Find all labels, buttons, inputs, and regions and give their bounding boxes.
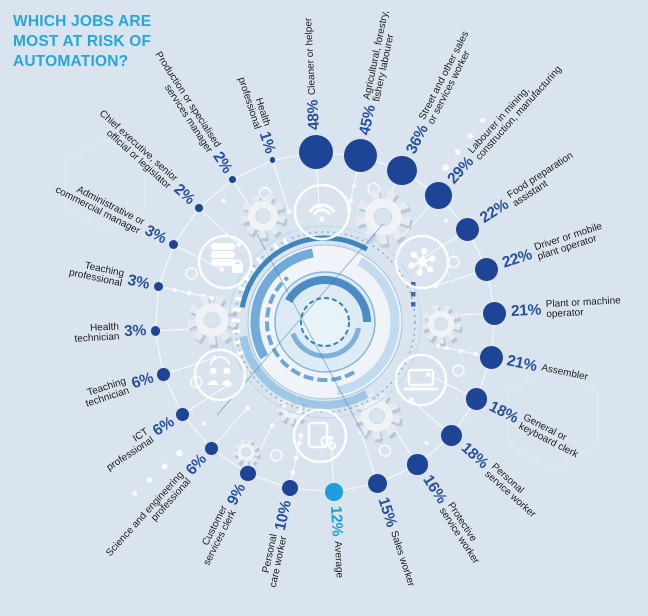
job-bubble	[407, 454, 428, 475]
job-bubble	[204, 441, 218, 455]
people-network-icon	[193, 348, 247, 402]
job-bubble	[240, 465, 256, 482]
job-percent: 3%	[126, 271, 152, 293]
job-bubble	[387, 155, 418, 186]
molecule-icon	[394, 234, 450, 290]
job-bubble	[425, 182, 453, 210]
job-name: Health technician	[73, 321, 120, 346]
database-lock-icon	[197, 234, 253, 290]
job-bubble	[269, 157, 276, 164]
job-bubble	[154, 281, 164, 292]
automation-hub-graphic	[216, 223, 422, 435]
job-bubble	[367, 473, 388, 494]
job-percent: 3%	[123, 322, 147, 341]
job-percent: 48%	[304, 99, 323, 131]
job-name: Assembler	[540, 361, 590, 383]
job-percent: 21%	[510, 301, 542, 321]
gear-icon	[421, 304, 463, 347]
job-percent: 6%	[128, 369, 155, 393]
job-label: 12% Average	[317, 505, 357, 579]
job-name: Teaching professional	[68, 258, 125, 290]
job-bubble	[474, 257, 499, 282]
job-name: Personal care worker	[258, 533, 289, 589]
job-bubble	[483, 301, 507, 325]
job-bubble	[281, 480, 298, 497]
document-gear-icon	[292, 408, 348, 464]
job-percent: 18%	[486, 398, 522, 428]
job-name-line: Sales worker	[388, 529, 417, 588]
job-name: Teaching technician	[81, 375, 130, 410]
title-line: MOST AT RISK OF	[13, 33, 152, 51]
gear-icon	[233, 439, 262, 469]
job-bubble	[455, 217, 480, 242]
job-bubble	[168, 240, 179, 250]
page-title: WHICH JOBS ARE MOST AT RISK OF AUTOMATIO…	[13, 12, 151, 72]
job-percent: 45%	[356, 103, 379, 137]
job-bubble	[479, 345, 503, 369]
job-percent: 10%	[271, 499, 295, 533]
job-percent: 21%	[505, 351, 539, 375]
gear-icon	[240, 193, 288, 242]
job-bubble	[465, 388, 488, 410]
job-name-line: operator	[546, 307, 585, 321]
job-percent: 15%	[374, 494, 400, 529]
job-bubble	[194, 204, 203, 213]
job-name-line: Cleaner or helper	[302, 17, 318, 96]
job-name: Cleaner or helper	[302, 17, 319, 96]
gear-icon	[187, 295, 239, 348]
gear-icon	[353, 392, 403, 443]
job-bubble	[440, 425, 462, 447]
gear-icon	[355, 189, 413, 248]
job-name: Plant or machine operator	[546, 295, 622, 321]
job-name-line: Assembler	[540, 361, 590, 383]
job-name: Sales worker	[388, 529, 417, 588]
job-bubble	[156, 368, 170, 381]
job-bubble	[228, 175, 237, 184]
title-line: WHICH JOBS ARE	[13, 13, 152, 30]
job-bubble	[343, 139, 377, 173]
job-label: 48% Cleaner or helper	[291, 17, 333, 131]
job-percent: 36%	[403, 121, 433, 157]
job-percent: 16%	[419, 472, 450, 507]
job-bubble	[176, 408, 189, 421]
job-name: Average	[331, 540, 345, 578]
job-percent: 12%	[326, 505, 346, 537]
laptop-icon	[394, 353, 448, 407]
job-label: 21% Plant or machine operator	[510, 288, 622, 330]
job-name-line: technician	[73, 331, 120, 346]
wifi-icon	[293, 183, 351, 241]
average-bubble	[325, 482, 343, 501]
job-percent: 22%	[499, 246, 534, 272]
job-name-line: Average	[331, 540, 345, 578]
title-line: AUTOMATION?	[13, 53, 129, 71]
job-bubble	[298, 135, 334, 170]
job-bubble	[150, 326, 160, 336]
